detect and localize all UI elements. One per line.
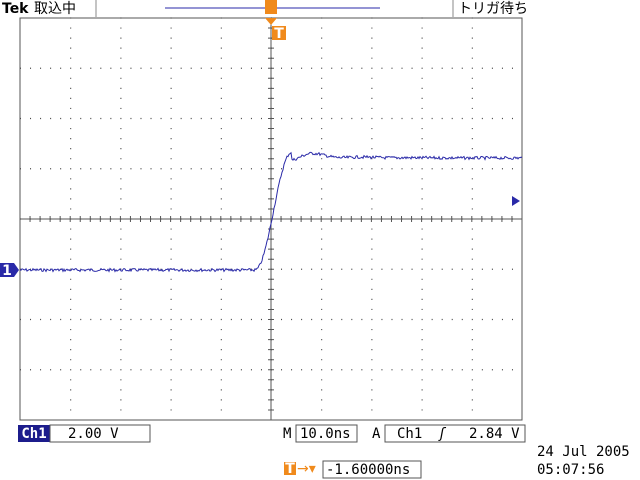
trigger-pointer xyxy=(265,18,277,25)
trigger-label: A xyxy=(372,426,381,442)
time: 05:07:56 xyxy=(537,462,604,478)
graticule xyxy=(19,17,522,420)
ground-marker: 1 xyxy=(2,263,12,279)
footer-trigger-marker: T xyxy=(285,461,295,477)
date: 24 Jul 2005 xyxy=(537,444,630,460)
channel-badge xyxy=(18,425,50,442)
footer-arrow: →▾ xyxy=(297,461,316,477)
position-box xyxy=(322,460,422,479)
time-per-div: 10.0ns xyxy=(300,426,351,442)
trigger-slope: ʃ xyxy=(438,426,447,442)
trigger-position: -1.60000ns xyxy=(326,462,410,478)
ground-marker-bg xyxy=(0,263,19,277)
volts-box xyxy=(49,424,151,443)
trigger-channel: Ch1 xyxy=(397,426,422,442)
grid-dots xyxy=(20,17,513,411)
trigger-status: トリガ待ち xyxy=(458,1,528,17)
channel-label: Ch1 xyxy=(21,426,46,442)
trigger-marker-bg xyxy=(272,26,286,40)
time-box xyxy=(295,424,358,443)
trigger-level-marker xyxy=(512,196,520,206)
acq-status: 取込中 xyxy=(34,1,76,17)
trigger-box xyxy=(384,424,526,443)
center-axes xyxy=(19,17,522,420)
volts-per-div: 2.00 V xyxy=(68,426,119,442)
footer-marker-bg xyxy=(284,462,296,475)
record-trigger xyxy=(265,0,277,14)
brand: Tek xyxy=(2,1,29,17)
trigger-level: 2.84 V xyxy=(469,426,520,442)
trigger-marker: T xyxy=(274,26,284,42)
waveform xyxy=(19,151,523,273)
time-label: M xyxy=(283,426,291,442)
